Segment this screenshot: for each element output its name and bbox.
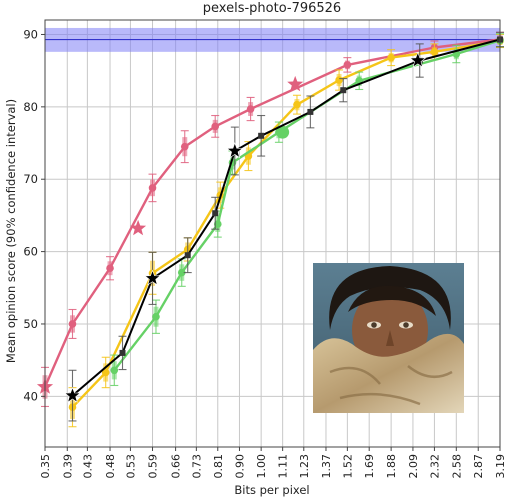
data-point: [430, 48, 439, 56]
x-tick-label: 2.09: [407, 454, 420, 479]
x-tick-label: 2.32: [428, 454, 441, 479]
data-point: [177, 268, 186, 277]
data-point: [343, 61, 352, 69]
star-marker: [409, 51, 427, 68]
photo-pupil: [371, 322, 377, 328]
star-marker: [130, 219, 147, 236]
x-tick-label: 0.39: [61, 454, 74, 479]
photo-nose: [386, 330, 394, 346]
x-tick-label: 0.48: [104, 454, 117, 479]
photo-thumbnail: [313, 263, 464, 413]
x-tick-label: 1.23: [298, 454, 311, 479]
y-axis-label: Mean opinion score (90% confidence inter…: [4, 99, 18, 363]
highlight-marker: [276, 125, 290, 139]
data-point: [184, 252, 191, 259]
x-tick-label: 0.59: [147, 454, 160, 479]
x-tick-label: 0.43: [81, 454, 94, 479]
data-point: [387, 53, 395, 62]
x-tick-label: 1.69: [363, 454, 376, 479]
data-point: [106, 264, 114, 273]
data-point: [258, 132, 265, 139]
data-point: [307, 108, 314, 115]
data-point: [110, 366, 119, 375]
y-tick-label: 80: [23, 100, 38, 114]
y-tick-label: 50: [23, 317, 38, 331]
data-point: [152, 312, 160, 321]
data-point: [68, 320, 77, 328]
y-tick-label: 90: [23, 27, 38, 41]
chart-title: pexels-photo-796526: [203, 1, 341, 16]
data-point: [180, 142, 189, 151]
data-point: [212, 210, 219, 217]
x-tick-label: 0.81: [212, 454, 225, 479]
x-tick-label: 3.19: [494, 454, 507, 479]
x-tick-label: 0.90: [233, 454, 246, 479]
data-point: [335, 76, 343, 84]
star-marker: [226, 142, 244, 159]
plot-frame: [44, 19, 501, 448]
y-tick-label: 40: [23, 389, 38, 403]
x-tick-label: 0.66: [170, 454, 183, 479]
y-tick-label: 70: [23, 172, 38, 186]
data-point: [293, 100, 301, 109]
series-3: [110, 33, 504, 387]
photo-hair: [329, 266, 451, 330]
x-tick-label: 1.52: [341, 454, 354, 479]
x-tick-label: 0.35: [39, 454, 52, 479]
x-tick-label: 2.87: [472, 454, 485, 479]
x-axis-label: Bits per pixel: [234, 483, 309, 497]
data-point: [246, 105, 255, 113]
x-tick-label: 2.58: [450, 454, 463, 479]
data-point: [101, 368, 110, 377]
photo-blanket-folds: [329, 365, 453, 406]
data-point: [340, 87, 347, 94]
data-point: [213, 220, 222, 228]
x-tick-label: 1.37: [320, 454, 333, 479]
photo-pupil: [403, 322, 409, 328]
x-tick-label: 0.53: [124, 454, 137, 479]
x-tick-label: 1.11: [277, 454, 290, 479]
y-tick-label: 60: [23, 245, 38, 259]
x-tick-label: 0.73: [190, 454, 203, 479]
photo-fringe: [348, 285, 436, 316]
data-point: [211, 122, 220, 131]
x-tick-label: 1.88: [385, 454, 398, 479]
data-point: [119, 349, 126, 356]
star-marker: [144, 269, 161, 286]
photo-blanket: [313, 333, 464, 413]
x-tick-label: 1.00: [255, 454, 268, 479]
star-marker: [64, 386, 81, 403]
star-marker: [287, 75, 304, 92]
series-4: [64, 31, 504, 422]
data-point: [148, 184, 157, 192]
